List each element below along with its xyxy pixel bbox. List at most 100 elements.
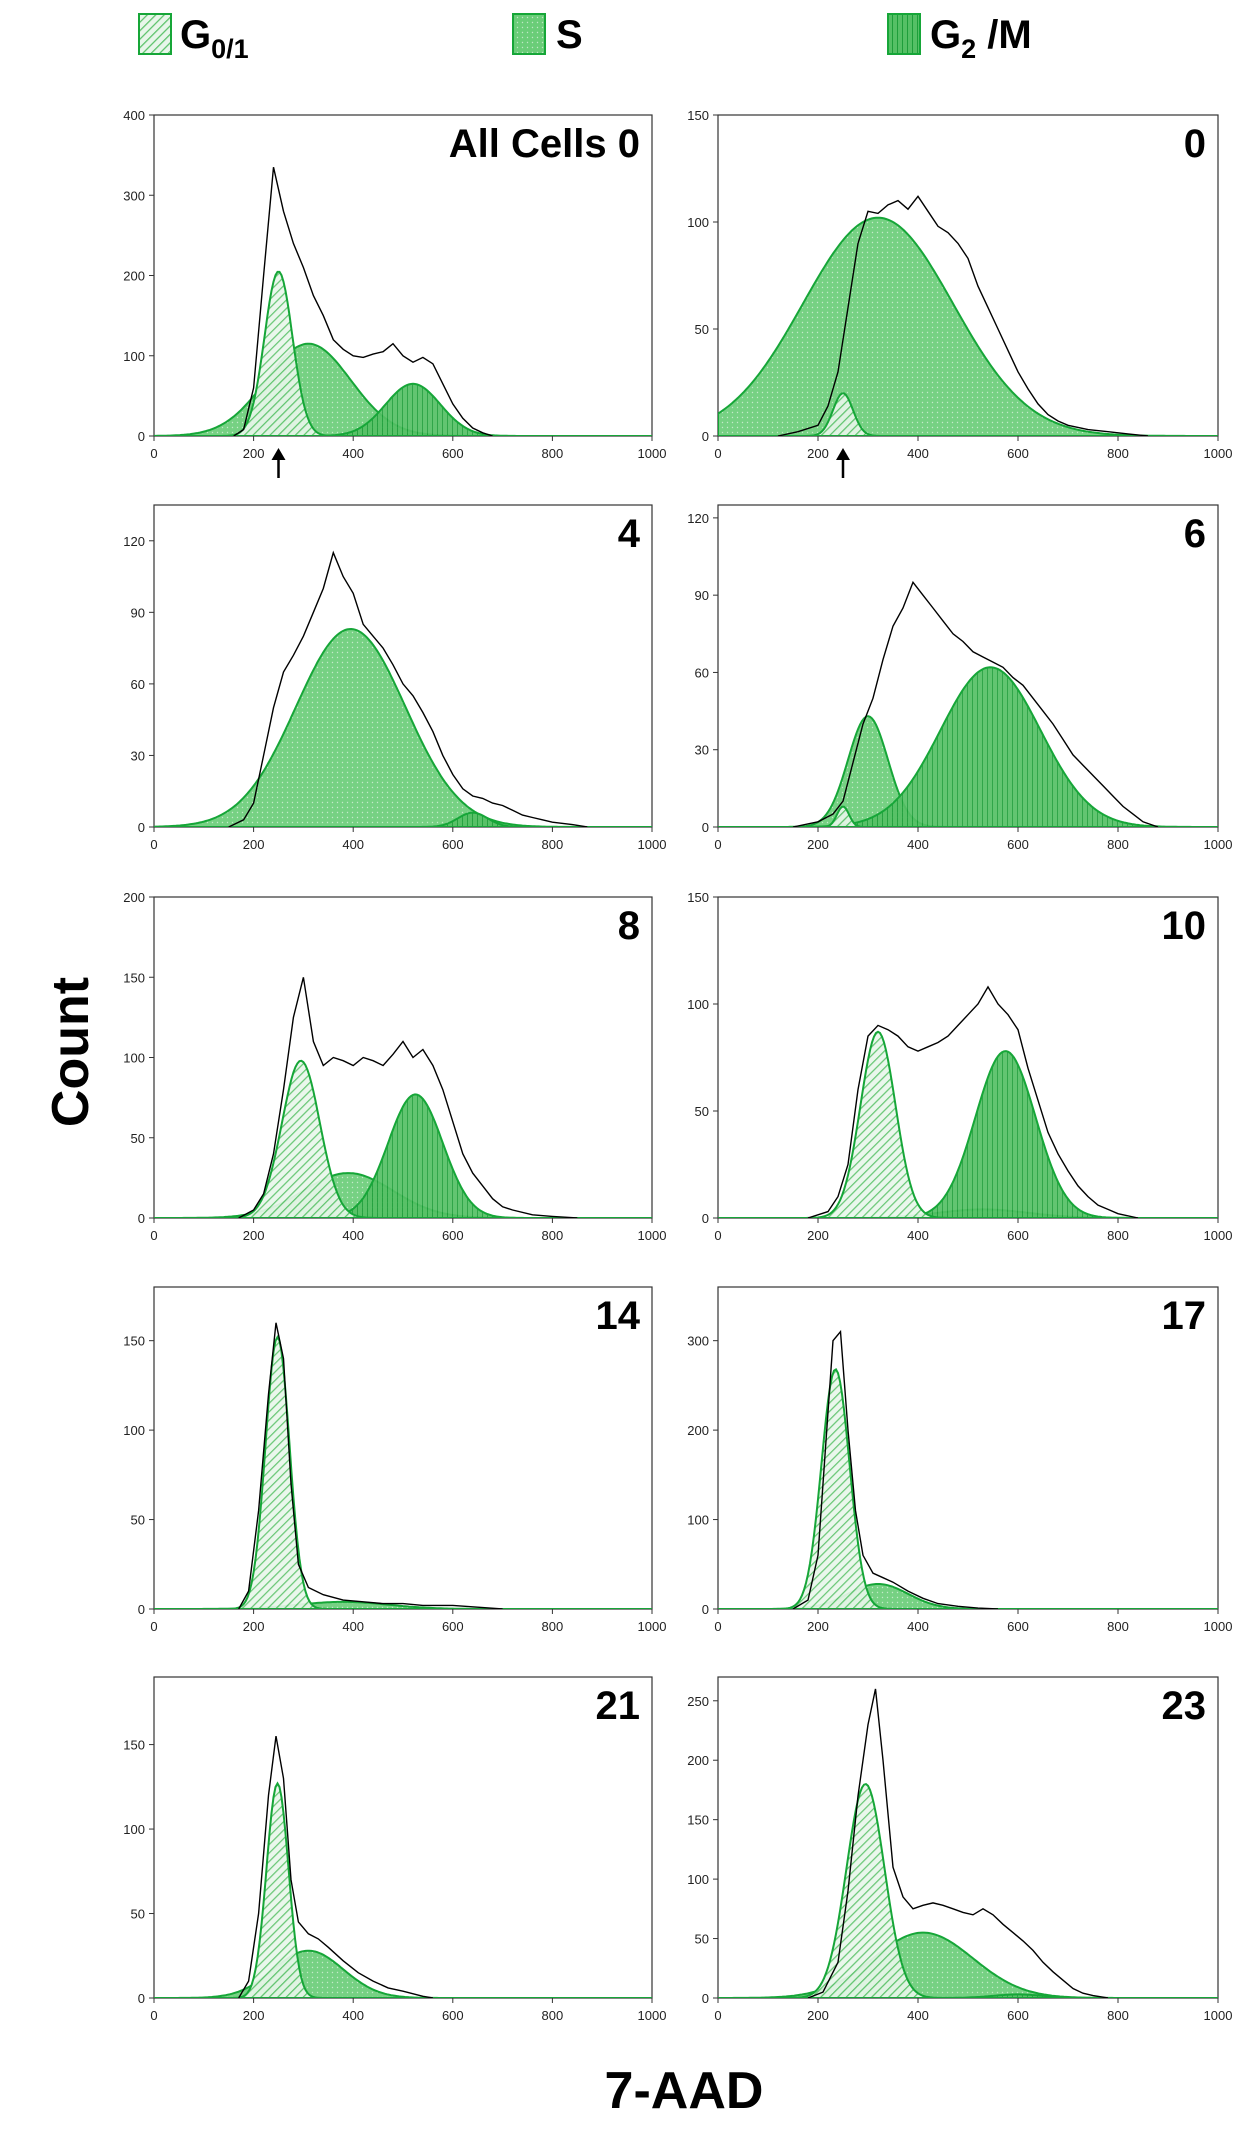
y-tick-label: 150: [687, 1813, 709, 1828]
histogram-line: [792, 580, 1159, 827]
y-tick-label: 150: [687, 108, 709, 123]
x-tick-label: 200: [243, 1228, 265, 1243]
panel-3: 0 30 60 90 120 0 200 400 600 800 1000 6: [687, 504, 1233, 852]
x-tick-label: 800: [1107, 446, 1129, 461]
x-tick-label: 800: [542, 837, 564, 852]
x-tick-label: 200: [807, 1619, 829, 1634]
y-tick-label: 400: [123, 108, 145, 123]
plot-area: [154, 1322, 652, 1609]
x-tick-label: 600: [442, 1619, 464, 1634]
y-tick-label: 200: [123, 269, 145, 284]
y-tick-label: 120: [687, 511, 709, 526]
x-tick-label: 800: [542, 2008, 564, 2023]
x-tick-label: 800: [542, 446, 564, 461]
x-tick-label: 800: [1107, 2008, 1129, 2023]
y-tick-label: 50: [131, 1131, 145, 1146]
panel-title: 21: [596, 1684, 641, 1728]
y-tick-label: 250: [687, 1694, 709, 1709]
x-tick-label: 200: [243, 1619, 265, 1634]
area-g01: [154, 1334, 652, 1609]
x-tick-label: 1000: [1204, 2008, 1233, 2023]
legend-label-g01: G0/1: [180, 13, 249, 64]
x-tick-label: 400: [907, 1619, 929, 1634]
plot-area: [718, 985, 1218, 1218]
y-tick-label: 100: [123, 1822, 145, 1837]
panel-2: 0 30 60 90 120 0 200 400 600 800 1000 4: [123, 504, 666, 852]
legend-swatch-g2m: [887, 13, 921, 55]
x-tick-label: 400: [342, 2008, 364, 2023]
x-tick-label: 800: [1107, 1619, 1129, 1634]
histogram-line: [807, 1688, 1109, 1998]
x-tick-label: 200: [807, 1228, 829, 1243]
y-tick-label: 0: [138, 1602, 145, 1617]
x-tick-label: 0: [714, 2008, 721, 2023]
y-tick-label: 150: [123, 1738, 145, 1753]
x-tick-label: 800: [542, 1228, 564, 1243]
panel-title: 10: [1162, 904, 1207, 948]
x-tick-label: 400: [907, 837, 929, 852]
y-tick-label: 0: [702, 429, 709, 444]
y-tick-label: 90: [695, 588, 709, 603]
panel-5: 0 50 100 150 0 200 400 600 800 1000 10: [687, 890, 1232, 1243]
plot-area: [154, 977, 652, 1218]
x-tick-label: 200: [807, 837, 829, 852]
x-tick-label: 200: [243, 837, 265, 852]
plot-area: [154, 167, 652, 436]
y-tick-label: 0: [702, 1211, 709, 1226]
histogram-line: [228, 550, 588, 827]
y-tick-label: 150: [123, 970, 145, 985]
x-tick-label: 0: [150, 1619, 157, 1634]
histogram-line: [792, 1329, 999, 1609]
panel-7: 0 100 200 300 0 200 400 600 800 1000 17: [687, 1286, 1232, 1634]
y-tick-label: 50: [131, 1907, 145, 1922]
x-tick-label: 600: [1007, 446, 1029, 461]
x-tick-label: 200: [807, 2008, 829, 2023]
x-tick-label: 0: [714, 837, 721, 852]
plot-frame: [153, 1286, 653, 1610]
x-axis-title: 7-AAD: [605, 2062, 764, 2120]
plot-frame: [153, 114, 653, 437]
x-tick-label: 0: [150, 446, 157, 461]
panel-title: 4: [618, 512, 641, 556]
x-tick-label: 0: [714, 1619, 721, 1634]
x-tick-label: 1000: [1204, 446, 1233, 461]
y-tick-label: 0: [138, 1211, 145, 1226]
y-tick-label: 60: [131, 677, 145, 692]
y-tick-label: 50: [695, 1104, 709, 1119]
legend-label-g2m: G2 /M: [930, 13, 1032, 64]
y-tick-label: 0: [702, 820, 709, 835]
x-tick-label: 400: [342, 1228, 364, 1243]
x-tick-label: 800: [542, 1619, 564, 1634]
x-tick-label: 0: [150, 837, 157, 852]
x-tick-label: 1000: [638, 1228, 667, 1243]
y-tick-label: 100: [687, 215, 709, 230]
legend-item-s: S: [512, 13, 583, 57]
y-tick-label: 0: [702, 1602, 709, 1617]
legend-item-g01: G0/1: [138, 13, 249, 64]
x-tick-label: 1000: [638, 1619, 667, 1634]
x-tick-label: 1000: [638, 446, 667, 461]
plot-area: [718, 1688, 1218, 1998]
x-tick-label: 600: [442, 1228, 464, 1243]
histogram-line: [238, 977, 578, 1218]
x-tick-label: 200: [807, 446, 829, 461]
histogram-line: [807, 985, 1139, 1218]
area-g2m: [154, 1093, 652, 1218]
panel-title: 6: [1184, 512, 1206, 556]
x-tick-label: 600: [1007, 2008, 1029, 2023]
x-tick-label: 600: [1007, 837, 1029, 852]
x-tick-label: 600: [1007, 1228, 1029, 1243]
x-tick-label: 1000: [1204, 837, 1233, 852]
x-tick-label: 800: [1107, 837, 1129, 852]
panel-0: 0 100 200 300 400 0 200 400 600 800 1000 All Cells …: [123, 108, 666, 478]
x-tick-label: 400: [907, 1228, 929, 1243]
panel-1: 0 50 100 150 0 200 400 600 800 1000 0: [687, 108, 1232, 478]
plot-area: [718, 195, 1218, 436]
y-tick-label: 300: [687, 1334, 709, 1349]
histogram-line: [238, 1322, 503, 1609]
legend-swatch-s: [512, 13, 546, 55]
marker-arrow-head: [271, 448, 286, 460]
legend: G0/1 S G2 /M: [138, 13, 1032, 64]
